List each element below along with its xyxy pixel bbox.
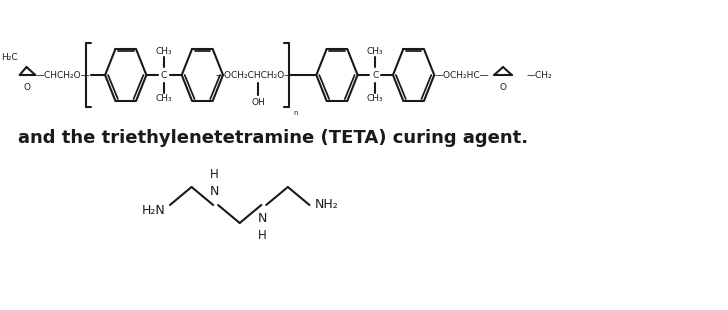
Text: —OCH₂CHCH₂O—: —OCH₂CHCH₂O— xyxy=(215,70,293,79)
Text: H: H xyxy=(210,168,218,181)
Text: CH₃: CH₃ xyxy=(367,46,384,55)
Text: n: n xyxy=(293,110,298,116)
Text: OH: OH xyxy=(251,99,265,108)
Text: N: N xyxy=(258,212,267,225)
Text: H₂C: H₂C xyxy=(1,54,17,63)
Text: CH₃: CH₃ xyxy=(156,46,173,55)
Text: C: C xyxy=(372,70,379,79)
Text: H: H xyxy=(258,229,266,242)
Text: H₂N: H₂N xyxy=(141,203,165,216)
Text: and the triethylenetetramine (TETA) curing agent.: and the triethylenetetramine (TETA) curi… xyxy=(17,129,528,147)
Text: C: C xyxy=(161,70,167,79)
Text: —CHCH₂O—: —CHCH₂O— xyxy=(36,70,90,79)
Text: O: O xyxy=(499,82,507,91)
Text: NH₂: NH₂ xyxy=(314,198,338,211)
Text: CH₃: CH₃ xyxy=(156,95,173,104)
Text: N: N xyxy=(210,185,219,198)
Text: CH₃: CH₃ xyxy=(367,95,384,104)
Text: —CH₂: —CH₂ xyxy=(526,70,553,79)
Text: O: O xyxy=(23,82,30,91)
Text: —OCH₂HC—: —OCH₂HC— xyxy=(435,70,489,79)
